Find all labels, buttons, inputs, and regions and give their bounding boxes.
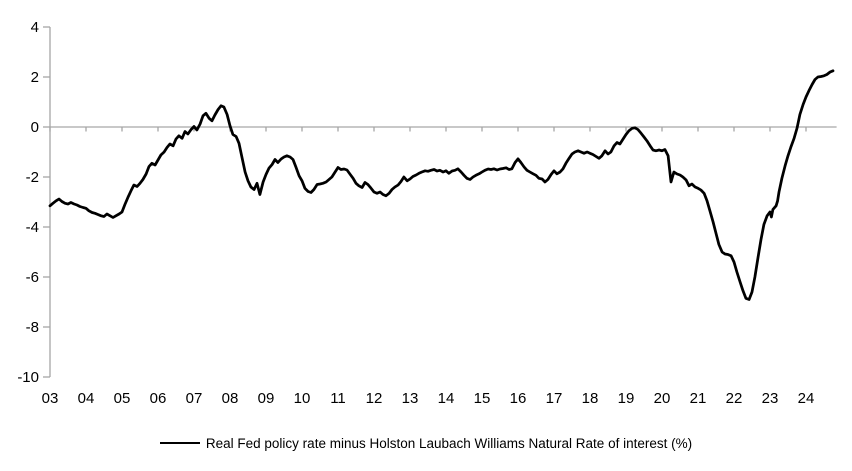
legend: Real Fed policy rate minus Holston Lauba… xyxy=(0,428,852,458)
y-tick-label: -8 xyxy=(26,319,39,336)
data-line-real-fed-policy-rate xyxy=(48,69,835,301)
legend-label: Real Fed policy rate minus Holston Lauba… xyxy=(205,435,693,451)
x-tick-label: 24 xyxy=(798,390,815,407)
x-tick-label: 12 xyxy=(366,390,383,407)
x-tick-label: 08 xyxy=(222,390,239,407)
y-tick-label: -2 xyxy=(26,169,39,186)
x-tick-label: 07 xyxy=(186,390,203,407)
x-tick-label: 23 xyxy=(762,390,779,407)
x-tick-label: 22 xyxy=(726,390,743,407)
y-tick-label: -6 xyxy=(26,269,39,286)
y-tick-label: 0 xyxy=(31,119,39,136)
y-tick-label: 2 xyxy=(31,69,39,86)
y-tick-label: -4 xyxy=(26,219,39,236)
x-tick-label: 09 xyxy=(258,390,275,407)
x-tick-label: 15 xyxy=(474,390,491,407)
x-tick-label: 14 xyxy=(438,390,455,407)
x-tick-label: 18 xyxy=(582,390,599,407)
y-tick-label: -10 xyxy=(17,369,39,386)
x-tick-label: 05 xyxy=(114,390,131,407)
x-tick-label: 10 xyxy=(294,390,311,407)
x-tick-label: 17 xyxy=(546,390,563,407)
x-tick-label: 06 xyxy=(150,390,167,407)
x-tick-label: 11 xyxy=(330,390,346,407)
x-tick-label: 04 xyxy=(78,390,95,407)
x-tick-label: 13 xyxy=(402,390,419,407)
legend-line-swatch xyxy=(159,442,200,444)
x-tick-label: 21 xyxy=(690,390,707,407)
y-tick-label: 4 xyxy=(31,19,39,36)
x-tick-label: 03 xyxy=(42,390,59,407)
x-tick-label: 20 xyxy=(654,390,671,407)
x-tick-label: 16 xyxy=(510,390,527,407)
x-tick-label: 19 xyxy=(618,390,635,407)
